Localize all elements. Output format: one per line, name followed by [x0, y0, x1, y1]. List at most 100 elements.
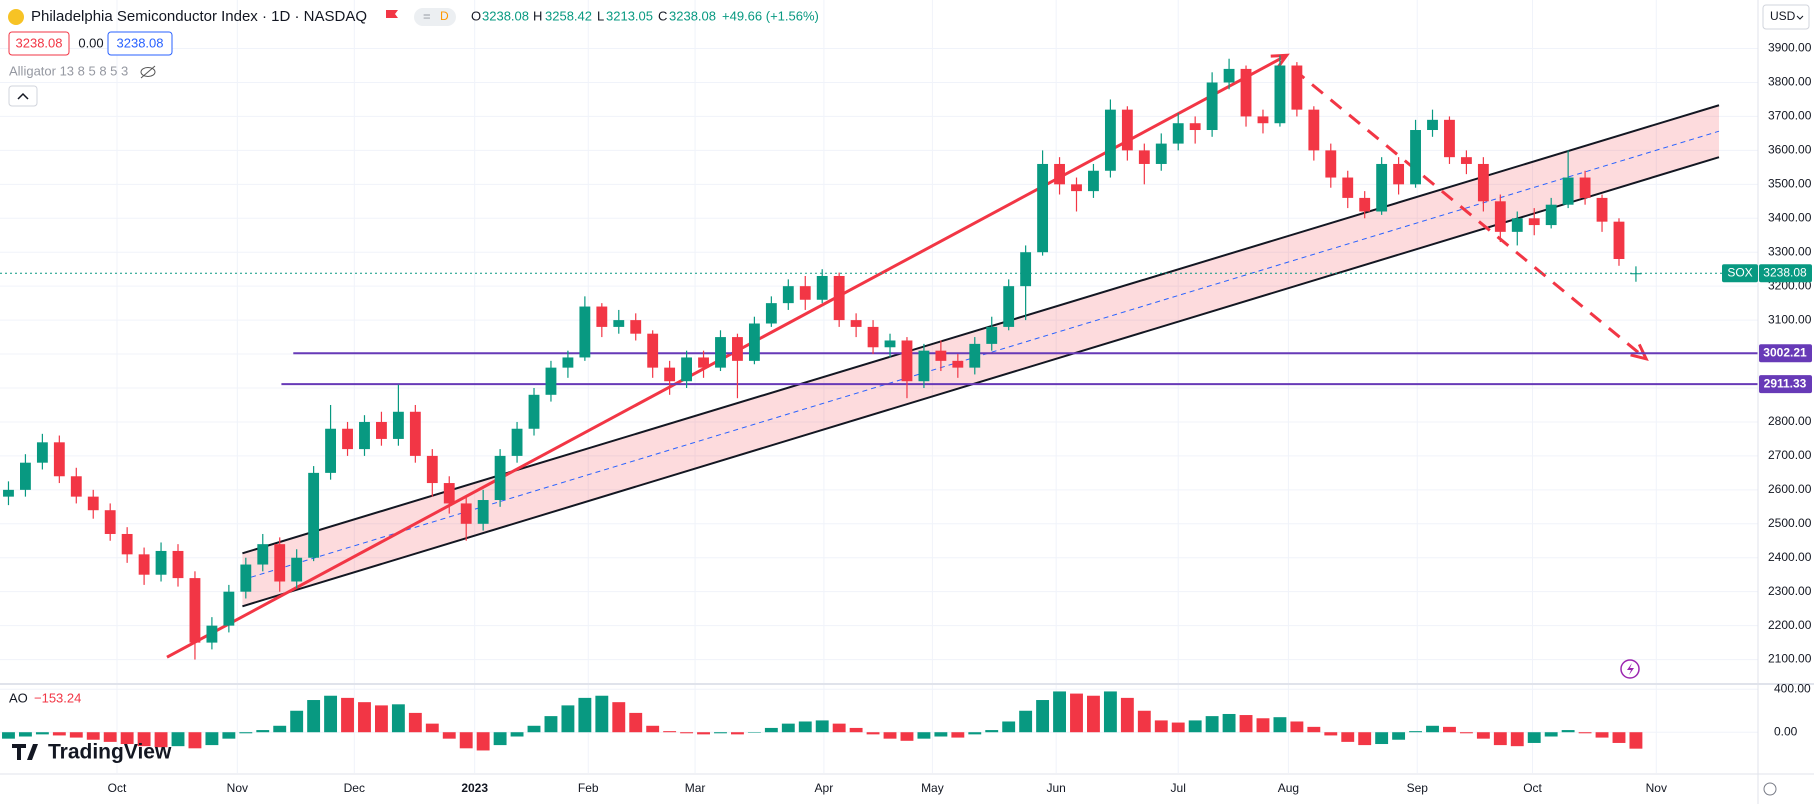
ao-bar: [205, 732, 219, 746]
currency-button[interactable]: [1762, 4, 1810, 30]
price-pane: [0, 53, 1758, 660]
candle-body: [20, 462, 31, 490]
candle-body: [274, 544, 286, 582]
ao-bar: [646, 725, 660, 733]
candle-body: [87, 496, 99, 511]
currency-caret: [1796, 15, 1804, 20]
candle-body: [409, 411, 421, 456]
ao-bar: [1578, 732, 1592, 734]
trend-arrow: [1292, 68, 1648, 360]
level-label: 3002.21: [1763, 345, 1807, 359]
candle-body: [1579, 177, 1591, 198]
ao-bar: [544, 716, 558, 733]
alert-bolt: [1627, 663, 1634, 675]
candle-body: [1494, 201, 1506, 232]
candle-body: [477, 500, 489, 524]
symbol-title[interactable]: Philadelphia Semiconductor Index · 1D · …: [31, 8, 367, 25]
ao-tick-label: 400.00: [1774, 681, 1811, 695]
logo[interactable]: TradingView: [12, 741, 172, 764]
ao-bar: [1002, 721, 1016, 733]
ao-bar: [1443, 726, 1456, 733]
ao-bar: [358, 702, 371, 733]
collapse-button[interactable]: [8, 85, 38, 107]
candle-body: [206, 625, 218, 643]
ao-bar: [1188, 720, 1202, 733]
ao-bar: [1103, 691, 1117, 733]
candle-body: [528, 394, 540, 429]
buy-box[interactable]: [107, 31, 173, 56]
settings-icon[interactable]: [1763, 782, 1777, 796]
candle-body: [935, 350, 947, 361]
candle-body: [1003, 286, 1015, 327]
ao-bar: [595, 695, 609, 733]
collapse-icon: [17, 92, 29, 100]
candle-body: [1172, 123, 1184, 144]
candle-body: [1223, 68, 1235, 83]
level-label: 2911.33: [1764, 376, 1807, 390]
ao-bar: [1256, 718, 1270, 733]
arrow-head: [1630, 343, 1649, 362]
ao-bar: [341, 697, 354, 733]
hide-icon[interactable]: [140, 65, 156, 79]
y-tick-label: 3300.00: [1768, 244, 1812, 258]
y-tick-label: 3100.00: [1768, 312, 1812, 326]
candle-body: [1410, 130, 1421, 185]
candle-body: [172, 550, 184, 579]
candle-body: [1189, 123, 1201, 131]
candle-body: [359, 421, 370, 450]
x-tick-label: 2023: [461, 781, 488, 795]
ao-bar: [69, 732, 83, 738]
candle-body: [1054, 163, 1065, 185]
candle-body: [1376, 163, 1388, 212]
ao-bar: [324, 695, 338, 733]
x-tick-label: Oct: [108, 781, 127, 795]
candle-body: [884, 340, 896, 348]
interval-pill[interactable]: [414, 8, 456, 26]
candle-body: [901, 340, 913, 382]
candle-body: [257, 544, 269, 565]
candle-body: [1088, 170, 1099, 192]
ao-bar: [747, 732, 761, 733]
h-value: 3258.42: [545, 8, 592, 23]
candle-body: [1121, 109, 1133, 151]
y-tick-label: 3900.00: [1768, 41, 1812, 55]
candle-body: [1257, 116, 1269, 124]
ao-bar: [1120, 697, 1134, 733]
ao-bar: [714, 732, 727, 734]
ao-bar: [629, 712, 643, 733]
candle-body: [1071, 184, 1082, 192]
x-tick-label: May: [921, 781, 944, 795]
y-tick-label: 2500.00: [1768, 516, 1812, 530]
ao-bar: [1222, 713, 1236, 733]
ao-bar: [374, 705, 388, 733]
candle-body: [36, 442, 48, 463]
ao-bar: [307, 700, 321, 733]
ao-pane: [2, 691, 1643, 751]
candle-body: [596, 306, 608, 327]
ao-bar: [697, 732, 710, 735]
ao-bar: [1036, 700, 1050, 733]
sell-box[interactable]: [8, 31, 70, 56]
l-value: 3213.05: [606, 8, 653, 23]
candle-body: [1427, 119, 1438, 131]
candle-body: [918, 350, 930, 382]
indicator-label[interactable]: Alligator 13 8 5 8 5 3: [9, 63, 128, 78]
ao-bar: [476, 732, 490, 751]
flag-icon[interactable]: [386, 10, 398, 18]
ao-bar: [832, 723, 846, 733]
ao-value: −153.24: [34, 690, 81, 705]
candle-body: [1393, 163, 1405, 185]
y-tick-label: 2800.00: [1768, 414, 1812, 428]
ao-bar: [52, 732, 66, 736]
ao-bar: [1171, 722, 1185, 733]
candle-body: [986, 326, 998, 344]
candle-body: [1325, 150, 1337, 178]
change: +49.66 (+1.56%): [722, 8, 819, 23]
y-tick-label: 2600.00: [1768, 482, 1812, 496]
candle-body: [223, 591, 235, 626]
ao-bar: [120, 732, 134, 745]
o-value: 3238.08: [482, 8, 529, 23]
ao-bar: [1561, 730, 1575, 733]
candle-body: [240, 564, 252, 592]
candle-body: [426, 455, 438, 484]
